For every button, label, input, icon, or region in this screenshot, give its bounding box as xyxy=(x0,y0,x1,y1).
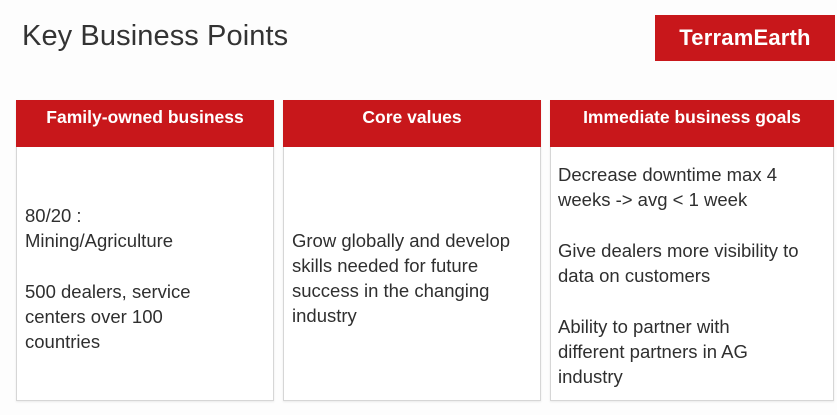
column-immediate-business-goals: Immediate business goals Decrease downti… xyxy=(550,100,834,401)
column-paragraph: Grow globally and develop skills needed … xyxy=(292,230,511,326)
column-paragraph: 500 dealers, service centers over 100 co… xyxy=(25,281,191,352)
column-body: Decrease downtime max 4 weeks -> avg < 1… xyxy=(551,148,833,400)
column-paragraph: Give dealers more visibility to data on … xyxy=(558,240,799,286)
column-core-values: Core values Grow globally and develop sk… xyxy=(283,100,541,401)
column-paragraph: Ability to partner with different partne… xyxy=(558,316,748,387)
column-paragraph: 80/20 : Mining/Agriculture xyxy=(25,205,174,251)
column-header: Immediate business goals xyxy=(550,100,834,147)
column-paragraph: Decrease downtime max 4 weeks -> avg < 1… xyxy=(558,164,778,210)
column-body: 80/20 : Mining/Agriculture 500 dealers, … xyxy=(17,148,273,400)
column-header: Core values xyxy=(283,100,541,147)
slide-title: Key Business Points xyxy=(22,20,289,52)
column-header: Family-owned business xyxy=(16,100,274,147)
column-body: Grow globally and develop skills needed … xyxy=(284,148,540,400)
terramearth-logo: TerramEarth xyxy=(655,15,835,61)
column-family-owned-business: Family-owned business 80/20 : Mining/Agr… xyxy=(16,100,274,401)
